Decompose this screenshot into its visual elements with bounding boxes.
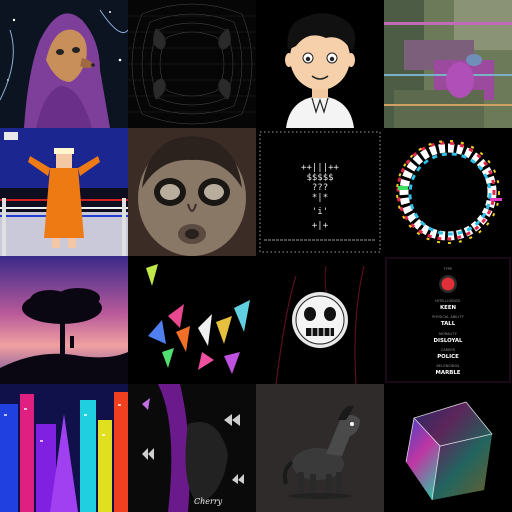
tile-stats-card[interactable]: TYPE INTELLIGENCE KEEN PHYSICAL ABILITY … — [384, 256, 512, 384]
ascii-line: ++|||++ — [301, 163, 340, 173]
stat-label: BELONGINGS — [436, 364, 459, 368]
ascii-line: *|* — [312, 193, 328, 203]
tile-neon-city[interactable] — [0, 384, 128, 512]
tile-cartoon-boy[interactable] — [256, 0, 384, 128]
stat-value: DISLOYAL — [434, 338, 464, 344]
cube-icon — [384, 384, 512, 512]
glitch-circle-icon — [384, 128, 512, 256]
ascii-line: +|+ — [312, 221, 329, 231]
tile-glitch-circle[interactable] — [384, 128, 512, 256]
tile-skull-medallion[interactable] — [256, 256, 384, 384]
skull-icon — [256, 256, 384, 384]
signature-text: Cherry — [194, 497, 223, 506]
shards-icon — [128, 256, 256, 384]
stat-label: INTELLIGENCE — [435, 299, 460, 303]
ascii-line: $$$$$ — [306, 173, 333, 183]
ascii-line: 'i' — [312, 207, 328, 217]
stat-value: MARBLE — [436, 370, 461, 376]
tile-meerkat[interactable] — [0, 0, 128, 128]
stat-label: PHYSICAL ABILITY — [432, 315, 464, 319]
tile-wrestler[interactable] — [0, 128, 128, 256]
stats-card-icon: TYPE INTELLIGENCE KEEN PHYSICAL ABILITY … — [384, 256, 512, 384]
wireframe-icon — [128, 0, 256, 128]
glitch-painting-icon — [384, 0, 512, 128]
tile-shards[interactable] — [128, 256, 256, 384]
face-icon — [128, 128, 256, 256]
tile-ascii-art[interactable]: ++|||++ $$$$$ ??? *|* 'i' +|+ — [256, 128, 384, 256]
tile-tree-sunset[interactable] — [0, 256, 128, 384]
stat-label-type: TYPE — [443, 267, 453, 271]
meerkat-icon — [0, 0, 128, 128]
tile-wireframe[interactable] — [128, 0, 256, 128]
city-icon — [0, 384, 128, 512]
stat-label: CAREER — [441, 348, 456, 352]
horse-icon — [256, 384, 384, 512]
tile-distorted-face[interactable] — [128, 128, 256, 256]
ascii-line: ??? — [312, 183, 328, 193]
stat-label: MORALITY — [439, 332, 457, 336]
tile-butterflies[interactable]: Cherry — [128, 384, 256, 512]
stat-value: TALL — [441, 321, 456, 327]
stat-value: POLICE — [437, 354, 459, 360]
tile-horse[interactable] — [256, 384, 384, 512]
butterfly-icon: Cherry — [128, 384, 256, 512]
wrestler-icon — [0, 128, 128, 256]
stat-value: KEEN — [440, 305, 457, 311]
ascii-icon: ++|||++ $$$$$ ??? *|* 'i' +|+ — [256, 128, 384, 256]
boy-icon — [256, 0, 384, 128]
tree-icon — [0, 256, 128, 384]
tile-glitch-painting[interactable] — [384, 0, 512, 128]
tile-glass-cube[interactable] — [384, 384, 512, 512]
